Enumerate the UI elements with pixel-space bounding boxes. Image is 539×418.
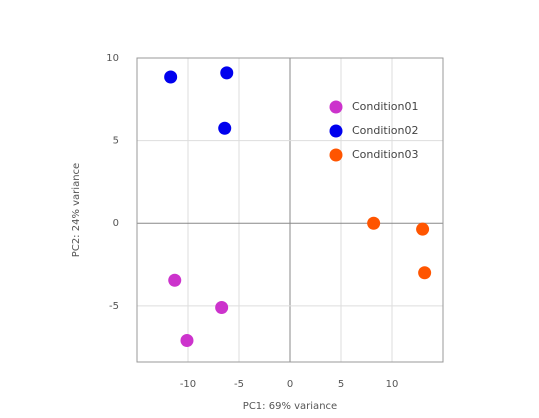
y-tick-label: 0 [113,218,119,229]
point [180,334,194,348]
point [164,70,178,84]
x-tick-label: 10 [386,379,399,390]
legend-label: Condition01 [352,100,419,113]
point [218,121,232,135]
x-tick-label: 5 [338,379,344,390]
point [416,222,430,236]
x-tick-label: 0 [287,379,293,390]
y-tick-label: -5 [109,301,119,312]
point [418,266,432,280]
x-tick-label: -10 [180,379,196,390]
point [220,66,234,80]
point [367,216,381,230]
legend-marker [329,100,343,114]
y-axis-label: PC2: 24% variance [71,163,82,257]
y-tick-label: 10 [106,53,119,64]
legend-marker [329,148,343,162]
x-tick-label: -5 [234,379,244,390]
legend-label: Condition02 [352,124,419,137]
plot-frame [136,57,444,363]
point [215,300,229,314]
x-axis-label: PC1: 69% variance [243,401,337,412]
legend-marker [329,124,343,138]
point [168,273,182,287]
legend-label: Condition03 [352,148,419,161]
y-tick-label: 5 [113,136,119,147]
